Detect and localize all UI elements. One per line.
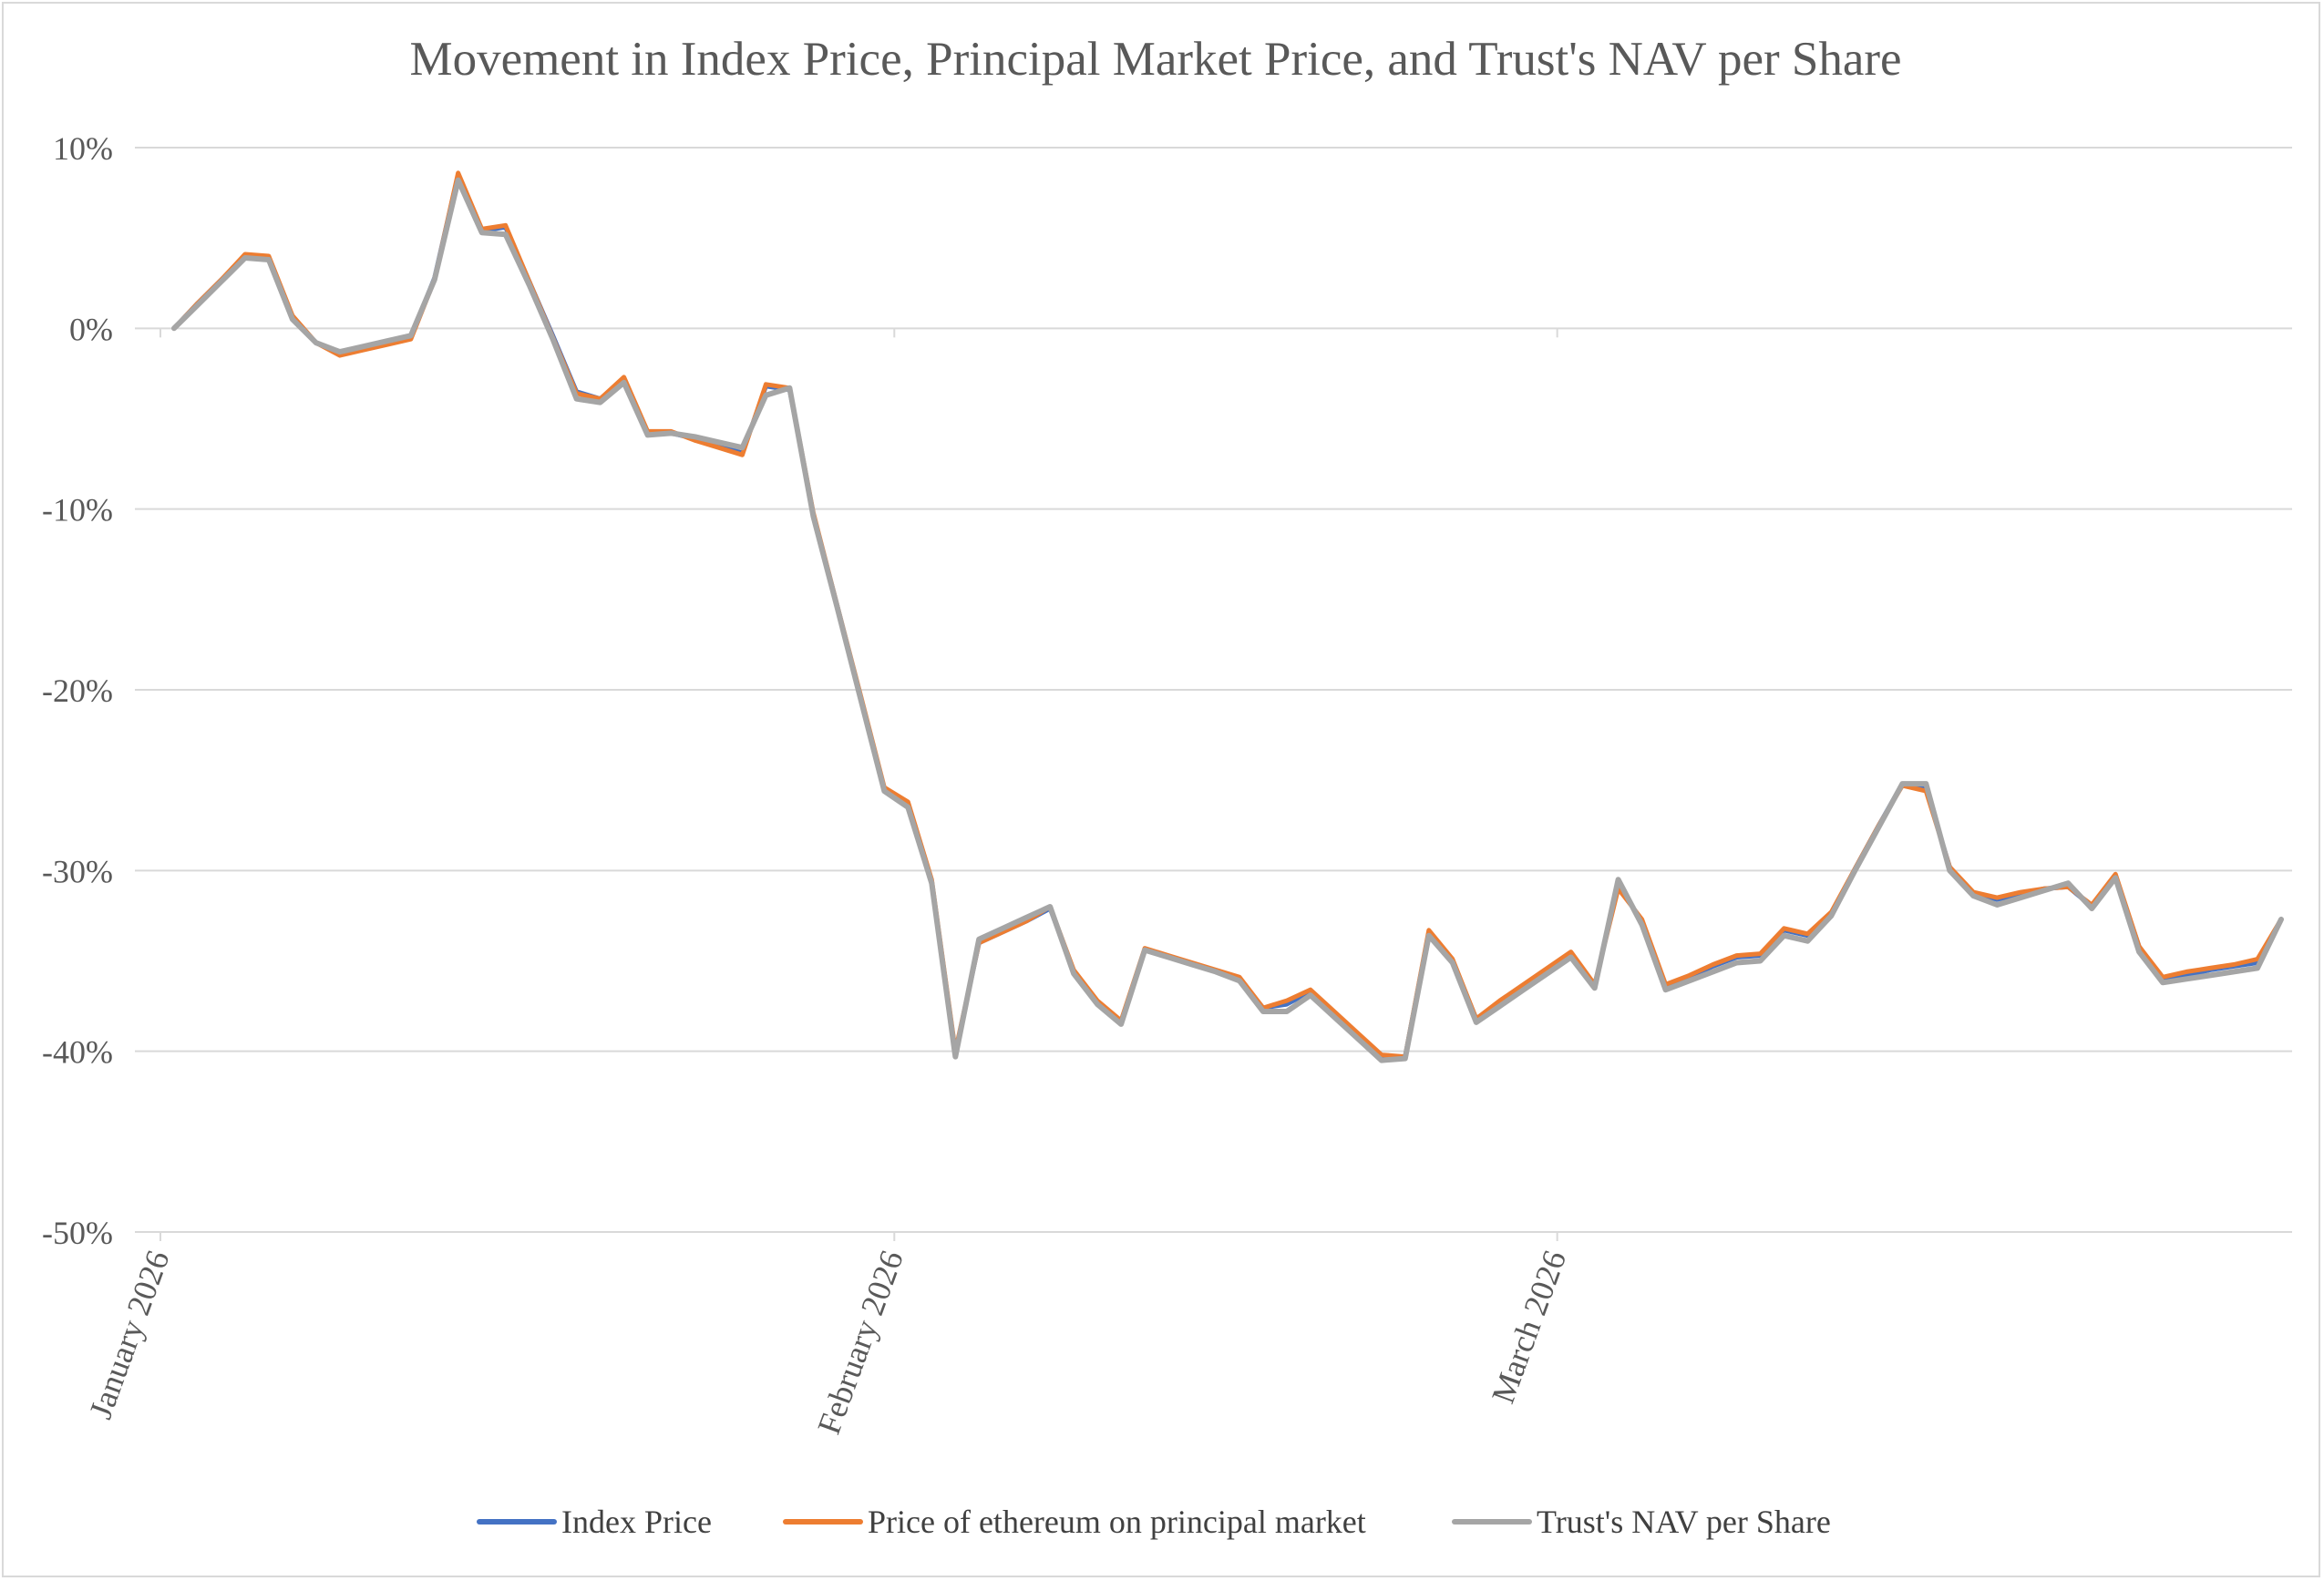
x-axis: January 2026 February 2026 March 2026 — [82, 328, 1573, 1439]
y-tick-label: -10% — [42, 492, 113, 529]
series-line — [171, 177, 2284, 1063]
y-tick-label: 0% — [69, 311, 113, 347]
series-lines — [171, 170, 2284, 1063]
gridlines — [135, 147, 2292, 1233]
legend-item: Trust's NAV per Share — [1452, 1504, 1831, 1540]
legend: Index Price Price of ethereum on principa… — [477, 1504, 1831, 1540]
series-line — [171, 170, 2284, 1060]
x-tick-label: February 2026 — [810, 1246, 910, 1439]
x-tick-label: January 2026 — [82, 1246, 177, 1423]
chart-title: Movement in Index Price, Principal Marke… — [409, 33, 1901, 86]
x-tick-label: March 2026 — [1485, 1246, 1573, 1408]
y-tick-label: -30% — [42, 853, 113, 889]
legend-item: Price of ethereum on principal market — [783, 1504, 1366, 1540]
y-tick-label: 10% — [53, 130, 113, 167]
y-tick-label: -40% — [42, 1034, 113, 1071]
legend-item: Index Price — [477, 1504, 712, 1540]
legend-label: Trust's NAV per Share — [1537, 1504, 1831, 1540]
y-tick-label: -20% — [42, 672, 113, 709]
y-tick-label: -50% — [42, 1215, 113, 1251]
legend-label: Price of ethereum on principal market — [868, 1504, 1366, 1540]
series-line — [171, 172, 2284, 1060]
legend-label: Index Price — [561, 1504, 712, 1540]
y-axis-tick-labels: 10% 0% -10% -20% -30% -40% -50% — [42, 130, 113, 1251]
